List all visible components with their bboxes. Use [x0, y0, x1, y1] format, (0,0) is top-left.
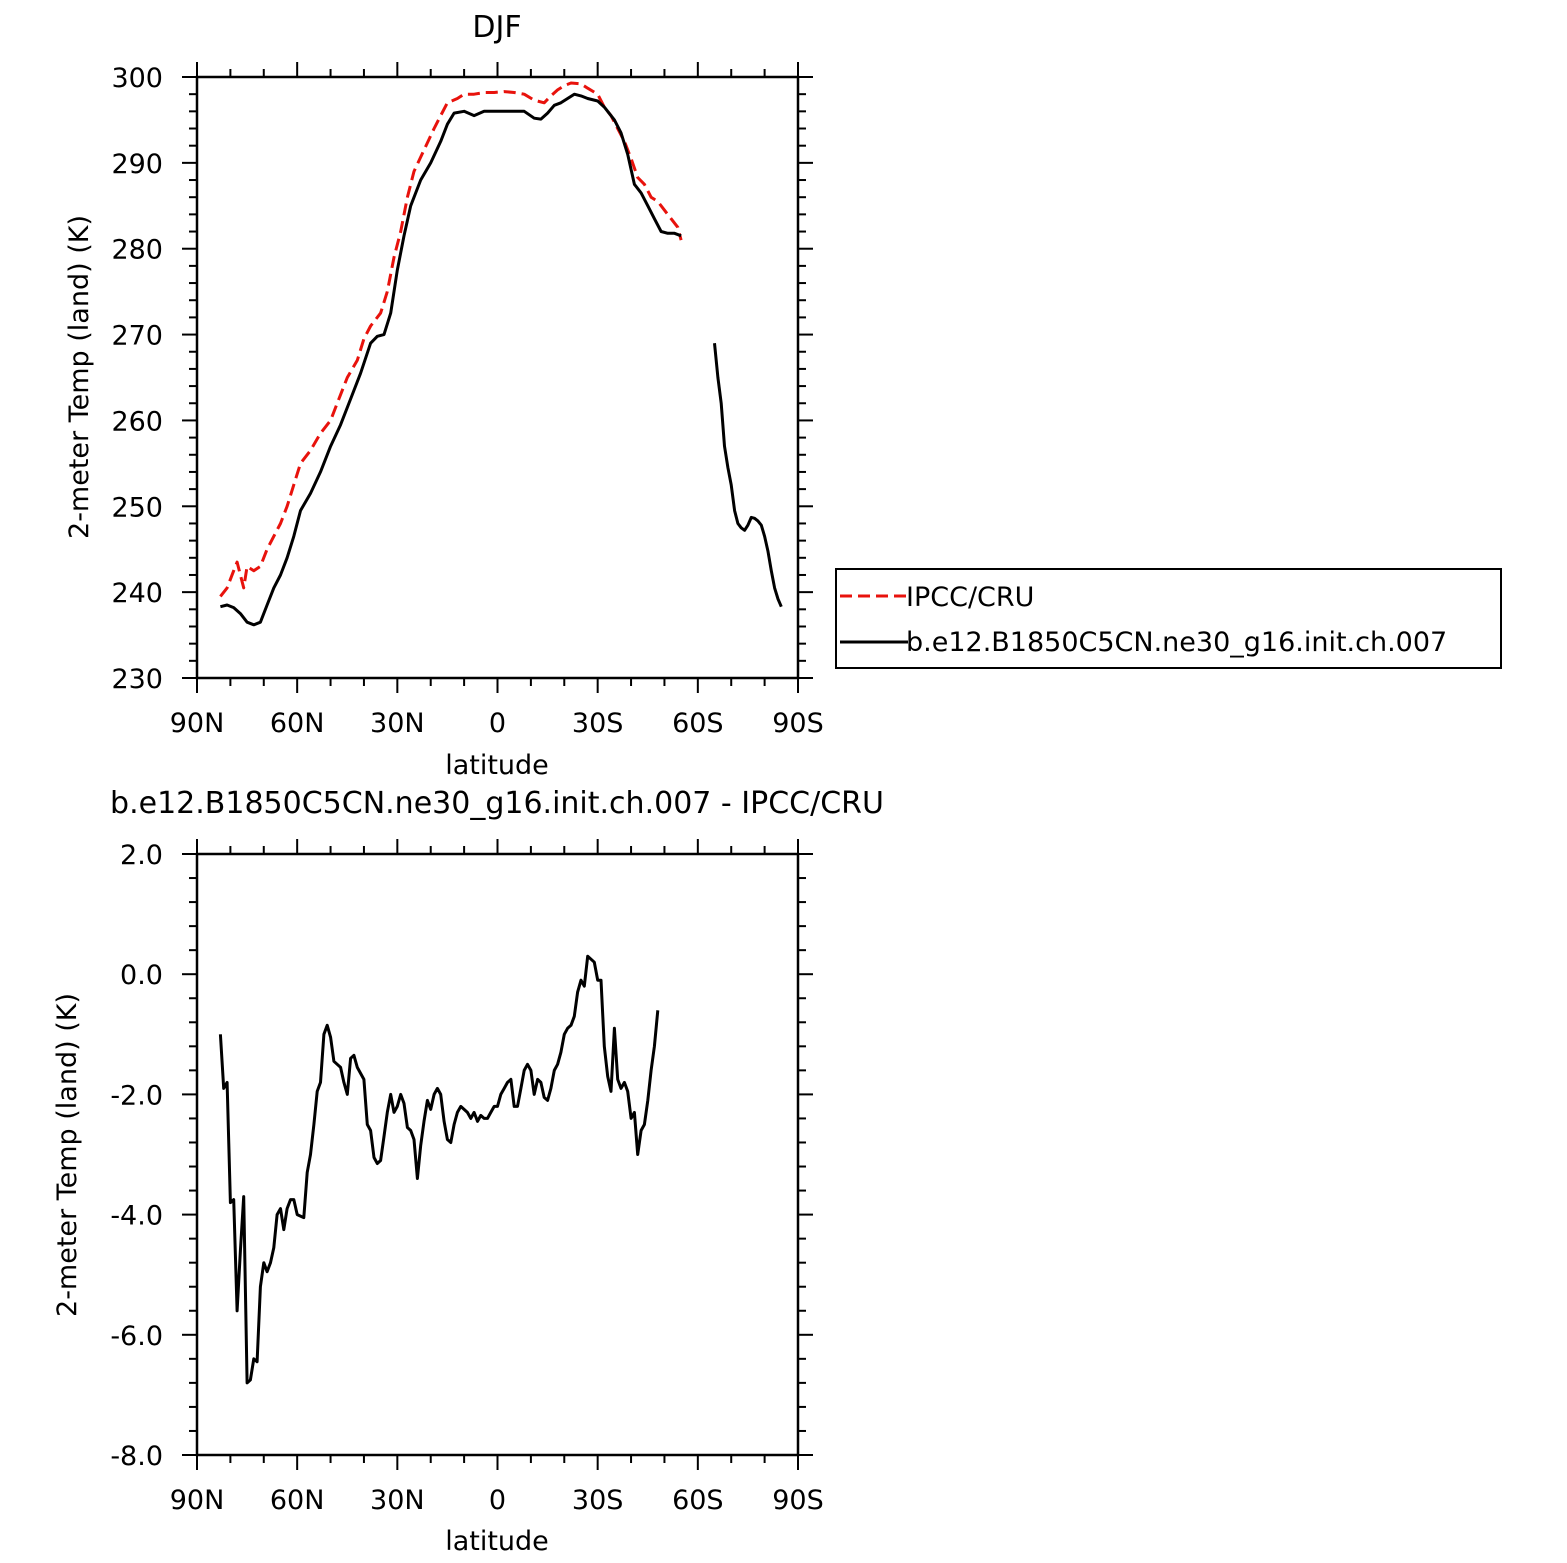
top-chart-lines [219, 81, 783, 627]
bottom-chart-y-tick-label: 0.0 [120, 960, 163, 991]
bottom-chart-y-tick-label: -4.0 [110, 1201, 163, 1232]
top-chart-y-tick-label: 260 [111, 406, 163, 437]
top-chart-series-line-1 [220, 92, 682, 627]
top-chart: DJF 2-meter Temp (land) (K) latitude 90N… [64, 10, 824, 781]
top-chart-y-tick-label: 290 [111, 149, 163, 180]
top-chart-x-tick-label: 30N [370, 708, 425, 739]
top-chart-frame [195, 75, 800, 680]
bottom-chart-x-tick-label: 90S [772, 1485, 824, 1516]
top-chart-x-tick-label: 0 [489, 708, 506, 739]
top-chart-series-line-2 [713, 343, 783, 608]
bottom-chart-ticks: 90N 60N 30N 0 30S 60S 90S -8.0 -6.0 -4.0 -2.0 0.0 2.… [110, 839, 824, 1516]
legend-label-model: b.e12.B1850C5CN.ne30_g16.init.ch.007 [906, 627, 1447, 658]
top-chart-y-tick-label: 280 [111, 235, 163, 266]
legend-label-ipcc-cru: IPCC/CRU [906, 582, 1034, 613]
top-chart-x-tick-label: 90S [772, 708, 824, 739]
top-chart-y-tick-label: 270 [111, 321, 163, 352]
bottom-chart-y-tick-label: -6.0 [110, 1321, 163, 1352]
top-chart-x-tick-label: 30S [572, 708, 624, 739]
top-chart-y-tick-label: 240 [111, 578, 163, 609]
bottom-chart-x-tick-label: 0 [489, 1485, 506, 1516]
top-chart-x-axis-label: latitude [445, 750, 549, 781]
bottom-chart-lines [218, 954, 660, 1385]
bottom-chart-y-tick-label: 2.0 [120, 840, 163, 871]
top-chart-y-axis-label: 2-meter Temp (land) (K) [64, 215, 95, 539]
top-chart-y-tick-label: 300 [111, 63, 163, 94]
legend-box [835, 568, 1502, 669]
top-chart-series-line-0 [219, 81, 683, 598]
bottom-chart-title: b.e12.B1850C5CN.ne30_g16.init.ch.007 - I… [110, 786, 884, 821]
bottom-chart-x-tick-label: 90N [170, 1485, 225, 1516]
legend: IPCC/CRU b.e12.B1850C5CN.ne30_g16.init.c… [835, 568, 1502, 669]
top-chart-ticks: 90N 60N 30N 0 30S 60S 90S 230 240 250 260 270 280 290… [111, 62, 824, 739]
top-chart-y-tick-label: 250 [111, 492, 163, 523]
top-chart-y-tick-label: 230 [111, 664, 163, 695]
bottom-chart-y-tick-label: -8.0 [110, 1441, 163, 1472]
top-chart-x-tick-label: 60N [270, 708, 325, 739]
top-chart-x-tick-label: 90N [170, 708, 225, 739]
bottom-chart-y-tick-label: -2.0 [110, 1080, 163, 1111]
bottom-chart-x-tick-label: 30N [370, 1485, 425, 1516]
bottom-chart-x-tick-label: 60N [270, 1485, 325, 1516]
bottom-chart-x-tick-label: 60S [672, 1485, 724, 1516]
bottom-chart-x-tick-label: 30S [572, 1485, 624, 1516]
bottom-chart-x-axis-label: latitude [445, 1526, 549, 1557]
top-chart-title: DJF [472, 10, 521, 45]
bottom-chart: b.e12.B1850C5CN.ne30_g16.init.ch.007 - I… [52, 786, 884, 1557]
bottom-chart-series-line-0 [218, 954, 660, 1385]
top-chart-x-tick-label: 60S [672, 708, 724, 739]
bottom-chart-frame [195, 852, 800, 1457]
bottom-chart-y-axis-label: 2-meter Temp (land) (K) [52, 993, 83, 1317]
